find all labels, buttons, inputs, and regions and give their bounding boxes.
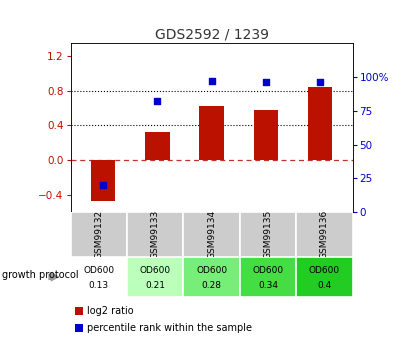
Text: GSM99136: GSM99136 (320, 210, 329, 259)
Text: GSM99134: GSM99134 (207, 210, 216, 259)
Text: OD600: OD600 (309, 266, 340, 275)
Text: log2 ratio: log2 ratio (87, 306, 133, 315)
Text: GSM99132: GSM99132 (94, 210, 103, 259)
Text: GSM99135: GSM99135 (264, 210, 272, 259)
Text: percentile rank within the sample: percentile rank within the sample (87, 323, 251, 333)
Text: OD600: OD600 (83, 266, 114, 275)
Text: 0.21: 0.21 (145, 281, 165, 290)
Point (263, 80, 269, 85)
Bar (296, 212, 353, 257)
Bar (75, 307, 83, 315)
Point (208, 78, 215, 84)
Bar (240, 212, 296, 257)
Text: 0.34: 0.34 (258, 281, 278, 290)
Point (154, 99, 160, 104)
Bar (145, 132, 170, 160)
Bar (91, 160, 115, 201)
Bar (127, 212, 183, 257)
Bar (71, 212, 127, 257)
Text: 0.28: 0.28 (202, 281, 222, 290)
Bar (75, 324, 83, 332)
Bar (296, 257, 353, 297)
Bar (127, 257, 183, 297)
Bar (240, 257, 296, 297)
Text: OD600: OD600 (252, 266, 284, 275)
Text: 0.13: 0.13 (89, 281, 109, 290)
Text: OD600: OD600 (139, 266, 171, 275)
Point (100, 183, 106, 188)
Text: OD600: OD600 (196, 266, 227, 275)
Point (317, 80, 323, 85)
Bar (199, 106, 224, 160)
Title: GDS2592 / 1239: GDS2592 / 1239 (155, 28, 268, 42)
Bar (308, 87, 332, 160)
Text: growth protocol: growth protocol (2, 270, 79, 280)
Text: GSM99133: GSM99133 (151, 210, 160, 259)
Bar (253, 110, 278, 160)
FancyArrow shape (48, 272, 60, 282)
Bar (71, 257, 127, 297)
Text: 0.4: 0.4 (317, 281, 332, 290)
Bar (183, 257, 240, 297)
Bar (183, 212, 240, 257)
